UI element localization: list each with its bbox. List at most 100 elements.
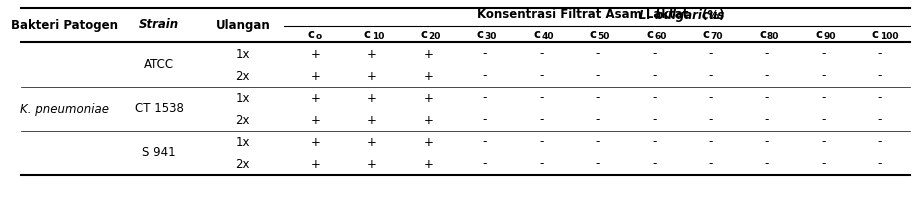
Text: ATCC: ATCC	[144, 59, 174, 71]
Text: Konsentrasi Filtrat Asam Laktat: Konsentrasi Filtrat Asam Laktat	[476, 9, 692, 21]
Text: -: -	[822, 113, 825, 126]
Text: c: c	[590, 28, 596, 41]
Text: 60: 60	[654, 32, 667, 41]
Text: 2x: 2x	[235, 157, 250, 171]
Text: 80: 80	[767, 32, 780, 41]
Text: o: o	[315, 32, 322, 41]
Text: c: c	[533, 28, 540, 41]
Text: -: -	[822, 70, 825, 82]
Text: -: -	[483, 48, 487, 61]
Text: +: +	[423, 92, 433, 104]
Text: +: +	[311, 48, 321, 61]
Text: +: +	[367, 157, 376, 171]
Text: +: +	[311, 70, 321, 82]
Text: -: -	[708, 48, 713, 61]
Text: -: -	[765, 135, 769, 149]
Text: Ulangan: Ulangan	[215, 19, 270, 31]
Text: -: -	[708, 157, 713, 171]
Text: -: -	[539, 70, 543, 82]
Text: -: -	[483, 92, 487, 104]
Text: c: c	[872, 28, 879, 41]
Text: 100: 100	[880, 32, 899, 41]
Text: +: +	[423, 70, 433, 82]
Text: -: -	[539, 92, 543, 104]
Text: -: -	[765, 157, 769, 171]
Text: +: +	[311, 113, 321, 126]
Text: +: +	[367, 70, 376, 82]
Text: S 941: S 941	[142, 146, 176, 160]
Text: 30: 30	[485, 32, 497, 41]
Text: 1x: 1x	[235, 135, 250, 149]
Text: -: -	[652, 48, 656, 61]
Text: (%): (%)	[698, 9, 725, 21]
Text: -: -	[765, 113, 769, 126]
Text: -: -	[483, 135, 487, 149]
Text: +: +	[367, 113, 376, 126]
Text: 70: 70	[711, 32, 723, 41]
Text: -: -	[652, 135, 656, 149]
Text: +: +	[367, 135, 376, 149]
Text: -: -	[595, 157, 600, 171]
Text: 40: 40	[541, 32, 553, 41]
Text: +: +	[423, 157, 433, 171]
Text: 1x: 1x	[235, 48, 250, 61]
Text: -: -	[652, 70, 656, 82]
Text: -: -	[539, 48, 543, 61]
Text: +: +	[311, 92, 321, 104]
Text: 50: 50	[597, 32, 610, 41]
Text: c: c	[420, 28, 428, 41]
Text: -: -	[652, 113, 656, 126]
Text: -: -	[878, 92, 882, 104]
Text: 10: 10	[372, 32, 384, 41]
Text: -: -	[483, 113, 487, 126]
Text: c: c	[759, 28, 766, 41]
Text: +: +	[311, 157, 321, 171]
Text: -: -	[822, 48, 825, 61]
Text: -: -	[708, 92, 713, 104]
Text: -: -	[595, 70, 600, 82]
Text: -: -	[878, 48, 882, 61]
Text: -: -	[822, 92, 825, 104]
Text: +: +	[423, 135, 433, 149]
Text: K. pneumoniae: K. pneumoniae	[20, 102, 109, 115]
Text: c: c	[646, 28, 653, 41]
Text: -: -	[483, 157, 487, 171]
Text: Strain: Strain	[139, 19, 180, 31]
Text: -: -	[878, 70, 882, 82]
Text: -: -	[765, 48, 769, 61]
Text: L. bulgaricus: L. bulgaricus	[639, 9, 725, 21]
Text: c: c	[703, 28, 710, 41]
Text: -: -	[822, 157, 825, 171]
Text: c: c	[476, 28, 484, 41]
Text: 1x: 1x	[235, 92, 250, 104]
Text: -: -	[483, 70, 487, 82]
Text: -: -	[822, 135, 825, 149]
Text: +: +	[423, 48, 433, 61]
Text: -: -	[595, 92, 600, 104]
Text: -: -	[652, 92, 656, 104]
Text: +: +	[423, 113, 433, 126]
Text: c: c	[364, 28, 371, 41]
Text: c: c	[815, 28, 823, 41]
Text: -: -	[708, 113, 713, 126]
Text: 90: 90	[823, 32, 836, 41]
Text: -: -	[595, 48, 600, 61]
Text: -: -	[765, 92, 769, 104]
Text: -: -	[539, 113, 543, 126]
Text: -: -	[765, 70, 769, 82]
Text: +: +	[367, 48, 376, 61]
Text: -: -	[539, 157, 543, 171]
Text: +: +	[367, 92, 376, 104]
Text: -: -	[878, 157, 882, 171]
Text: -: -	[652, 157, 656, 171]
Text: Bakteri Patogen: Bakteri Patogen	[11, 19, 118, 31]
Text: 2x: 2x	[235, 70, 250, 82]
Text: c: c	[308, 28, 314, 41]
Text: CT 1538: CT 1538	[135, 102, 183, 115]
Text: 2x: 2x	[235, 113, 250, 126]
Text: -: -	[595, 113, 600, 126]
Text: 20: 20	[429, 32, 441, 41]
Text: -: -	[708, 70, 713, 82]
Text: +: +	[311, 135, 321, 149]
Text: -: -	[878, 135, 882, 149]
